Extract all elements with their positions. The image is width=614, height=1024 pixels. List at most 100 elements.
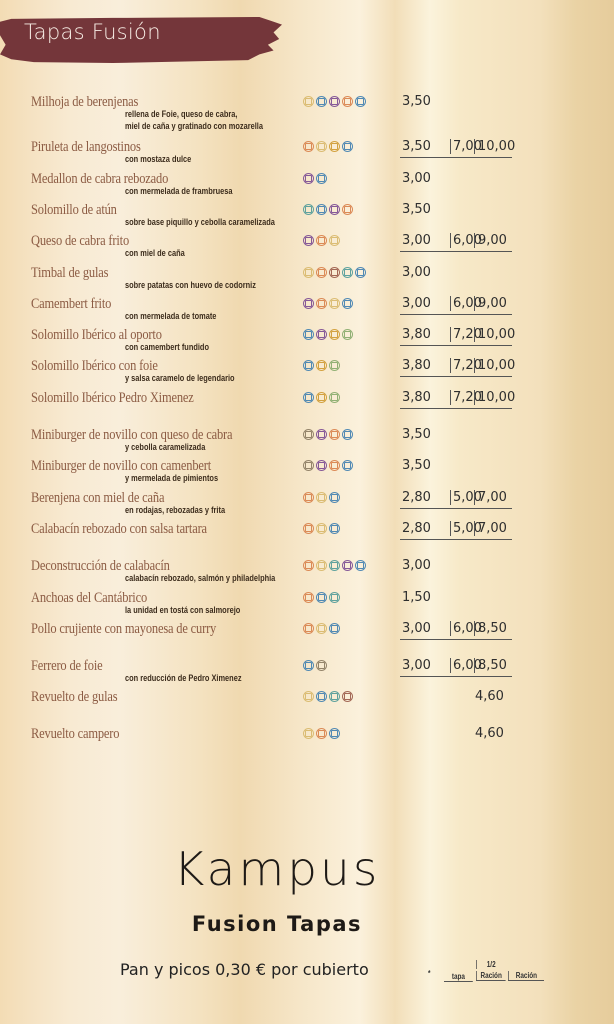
allergen-icon (303, 460, 314, 471)
allergen-icon (316, 360, 327, 371)
allergen-icon (329, 728, 340, 739)
price-tapa: 3,00 (402, 233, 431, 248)
allergen-icon (329, 691, 340, 702)
allergen-icons (303, 691, 353, 702)
allergen-icon (342, 429, 353, 440)
allergen-icon (342, 691, 353, 702)
price-underline (400, 639, 512, 640)
allergen-icon (329, 429, 340, 440)
price-racion: 7,00 (474, 521, 507, 536)
allergen-icon (329, 267, 340, 278)
item-name: Ferrero de foie (31, 658, 103, 674)
allergen-icon (329, 329, 340, 340)
allergen-icon (303, 329, 314, 340)
legend-half-racion: Ración (476, 971, 506, 981)
allergen-icon (316, 523, 327, 534)
allergen-icons (303, 523, 340, 534)
allergen-icon (316, 141, 327, 152)
item-name: Revuelto de gulas (31, 689, 118, 705)
allergen-icon (342, 204, 353, 215)
price-racion: 10,00 (474, 358, 515, 373)
price-tapa: 3,50 (402, 139, 431, 154)
price-tapa: 3,00 (402, 296, 431, 311)
item-name: Miniburger de novillo con camenbert (31, 458, 212, 474)
item-name: Pollo crujiente con mayonesa de curry (31, 621, 217, 637)
item-description: rellena de Foie, queso de cabra, (125, 109, 238, 120)
price-racion: 8,50 (474, 658, 507, 673)
price-underline (400, 314, 512, 315)
price-tapa: 3,80 (402, 358, 431, 373)
price-underline (400, 251, 512, 252)
price-racion: 8,50 (474, 621, 507, 636)
price-racion: 9,00 (474, 296, 507, 311)
item-description: en rodajas, rebozadas y frita (125, 505, 226, 516)
item-name: Piruleta de langostinos (31, 139, 141, 155)
price-racion: 10,00 (474, 390, 515, 405)
allergen-icons (303, 235, 340, 246)
legend-half: 1/2 (476, 960, 506, 969)
price-tapa: 3,00 (402, 265, 431, 280)
item-name: Solomillo Ibérico con foie (31, 358, 158, 374)
allergen-icon (303, 267, 314, 278)
allergen-icon (316, 623, 327, 634)
price-racion: 4,60 (475, 726, 504, 741)
price-tapa: 1,50 (402, 590, 431, 605)
allergen-icon (316, 392, 327, 403)
allergen-icon (355, 96, 366, 107)
allergen-icons (303, 592, 340, 603)
allergen-icon (316, 592, 327, 603)
item-description: con mermelada de frambruesa (125, 186, 233, 197)
allergen-icon (329, 460, 340, 471)
item-name: Revuelto campero (31, 726, 120, 742)
allergen-icon (342, 329, 353, 340)
price-tapa: 3,50 (402, 427, 431, 442)
price-tapa: 3,00 (402, 171, 431, 186)
item-name: Solomillo de atún (31, 202, 117, 218)
price-underline (400, 157, 512, 158)
allergen-icons (303, 728, 340, 739)
allergen-icon (355, 267, 366, 278)
item-name: Solomillo Ibérico Pedro Ximenez (31, 390, 194, 406)
item-description: sobre patatas con huevo de codorniz (125, 280, 256, 291)
price-underline (400, 345, 512, 346)
allergen-icon (303, 492, 314, 503)
item-name: Calabacín rebozado con salsa tartara (31, 521, 207, 537)
item-name: Medallon de cabra rebozado (31, 171, 169, 187)
allergen-icon (316, 660, 327, 671)
item-description: y mermelada de pimientos (125, 473, 219, 484)
allergen-icon (303, 235, 314, 246)
allergen-icon (329, 96, 340, 107)
allergen-icon (342, 560, 353, 571)
legend-racion: Ración (508, 971, 544, 981)
cover-charge-note: Pan y picos 0,30 € por cubierto (120, 960, 369, 979)
item-name: Queso de cabra frito (31, 233, 130, 249)
price-underline (400, 508, 512, 509)
price-underline (400, 539, 512, 540)
allergen-icon (329, 204, 340, 215)
price-tapa: 3,80 (402, 327, 431, 342)
allergen-icon (329, 141, 340, 152)
allergen-icons (303, 660, 327, 671)
allergen-icon (316, 267, 327, 278)
logo-subtitle: Fusion Tapas (191, 912, 363, 936)
allergen-icon (316, 235, 327, 246)
allergen-icon (316, 96, 327, 107)
item-description: calabacín rebozado, salmón y philadelphi… (125, 573, 276, 584)
allergen-icon (303, 691, 314, 702)
allergen-icons (303, 360, 340, 371)
allergen-icon (342, 298, 353, 309)
allergen-icon (329, 235, 340, 246)
allergen-icon (342, 267, 353, 278)
item-description: con mermelada de tomate (125, 311, 217, 322)
item-description: miel de caña y gratinado con mozarella (125, 121, 263, 132)
price-tapa: 3,50 (402, 458, 431, 473)
price-underline (400, 408, 512, 409)
allergen-icon (303, 141, 314, 152)
allergen-icons (303, 96, 366, 107)
allergen-icons (303, 267, 366, 278)
allergen-icon (303, 298, 314, 309)
item-name: Deconstrucción de calabacín (31, 558, 170, 574)
price-tapa: 3,00 (402, 558, 431, 573)
item-description: con camembert fundido (125, 342, 209, 353)
allergen-icon (329, 623, 340, 634)
